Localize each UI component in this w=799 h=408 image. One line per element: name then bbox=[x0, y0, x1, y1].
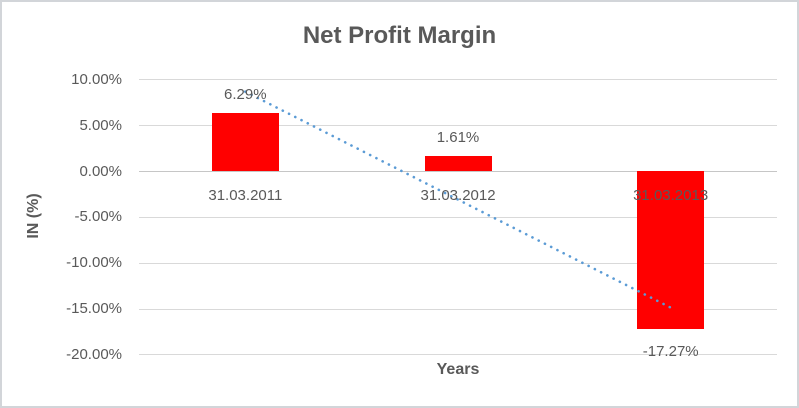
y-axis-title: IN (%) bbox=[25, 193, 42, 239]
gridline bbox=[139, 308, 777, 310]
y-tick-label: -15.00% bbox=[66, 300, 122, 317]
y-tick-label: -5.00% bbox=[74, 208, 122, 226]
y-tick-label: -10.00% bbox=[66, 254, 122, 272]
y-tick-label: 10.00% bbox=[71, 70, 122, 88]
bar bbox=[424, 156, 492, 171]
category-label: 31.03.2013 bbox=[633, 187, 709, 204]
chart-title: Net Profit Margin bbox=[302, 22, 497, 49]
bar bbox=[211, 113, 279, 171]
y-tick-label: -20.00% bbox=[66, 345, 122, 363]
gridline bbox=[139, 79, 777, 81]
data-label: 6.29% bbox=[224, 86, 267, 104]
data-label: 1.61% bbox=[436, 129, 480, 147]
category-label: 31.03.2011 bbox=[208, 187, 283, 204]
x-axis-title: Years bbox=[436, 361, 480, 378]
y-tick-label: 5.00% bbox=[79, 116, 122, 134]
category-label: 31.03.2012 bbox=[420, 187, 496, 204]
gridline bbox=[139, 354, 777, 356]
data-label: -17.27% bbox=[642, 343, 699, 361]
y-tick-label: 0.00% bbox=[79, 162, 122, 180]
